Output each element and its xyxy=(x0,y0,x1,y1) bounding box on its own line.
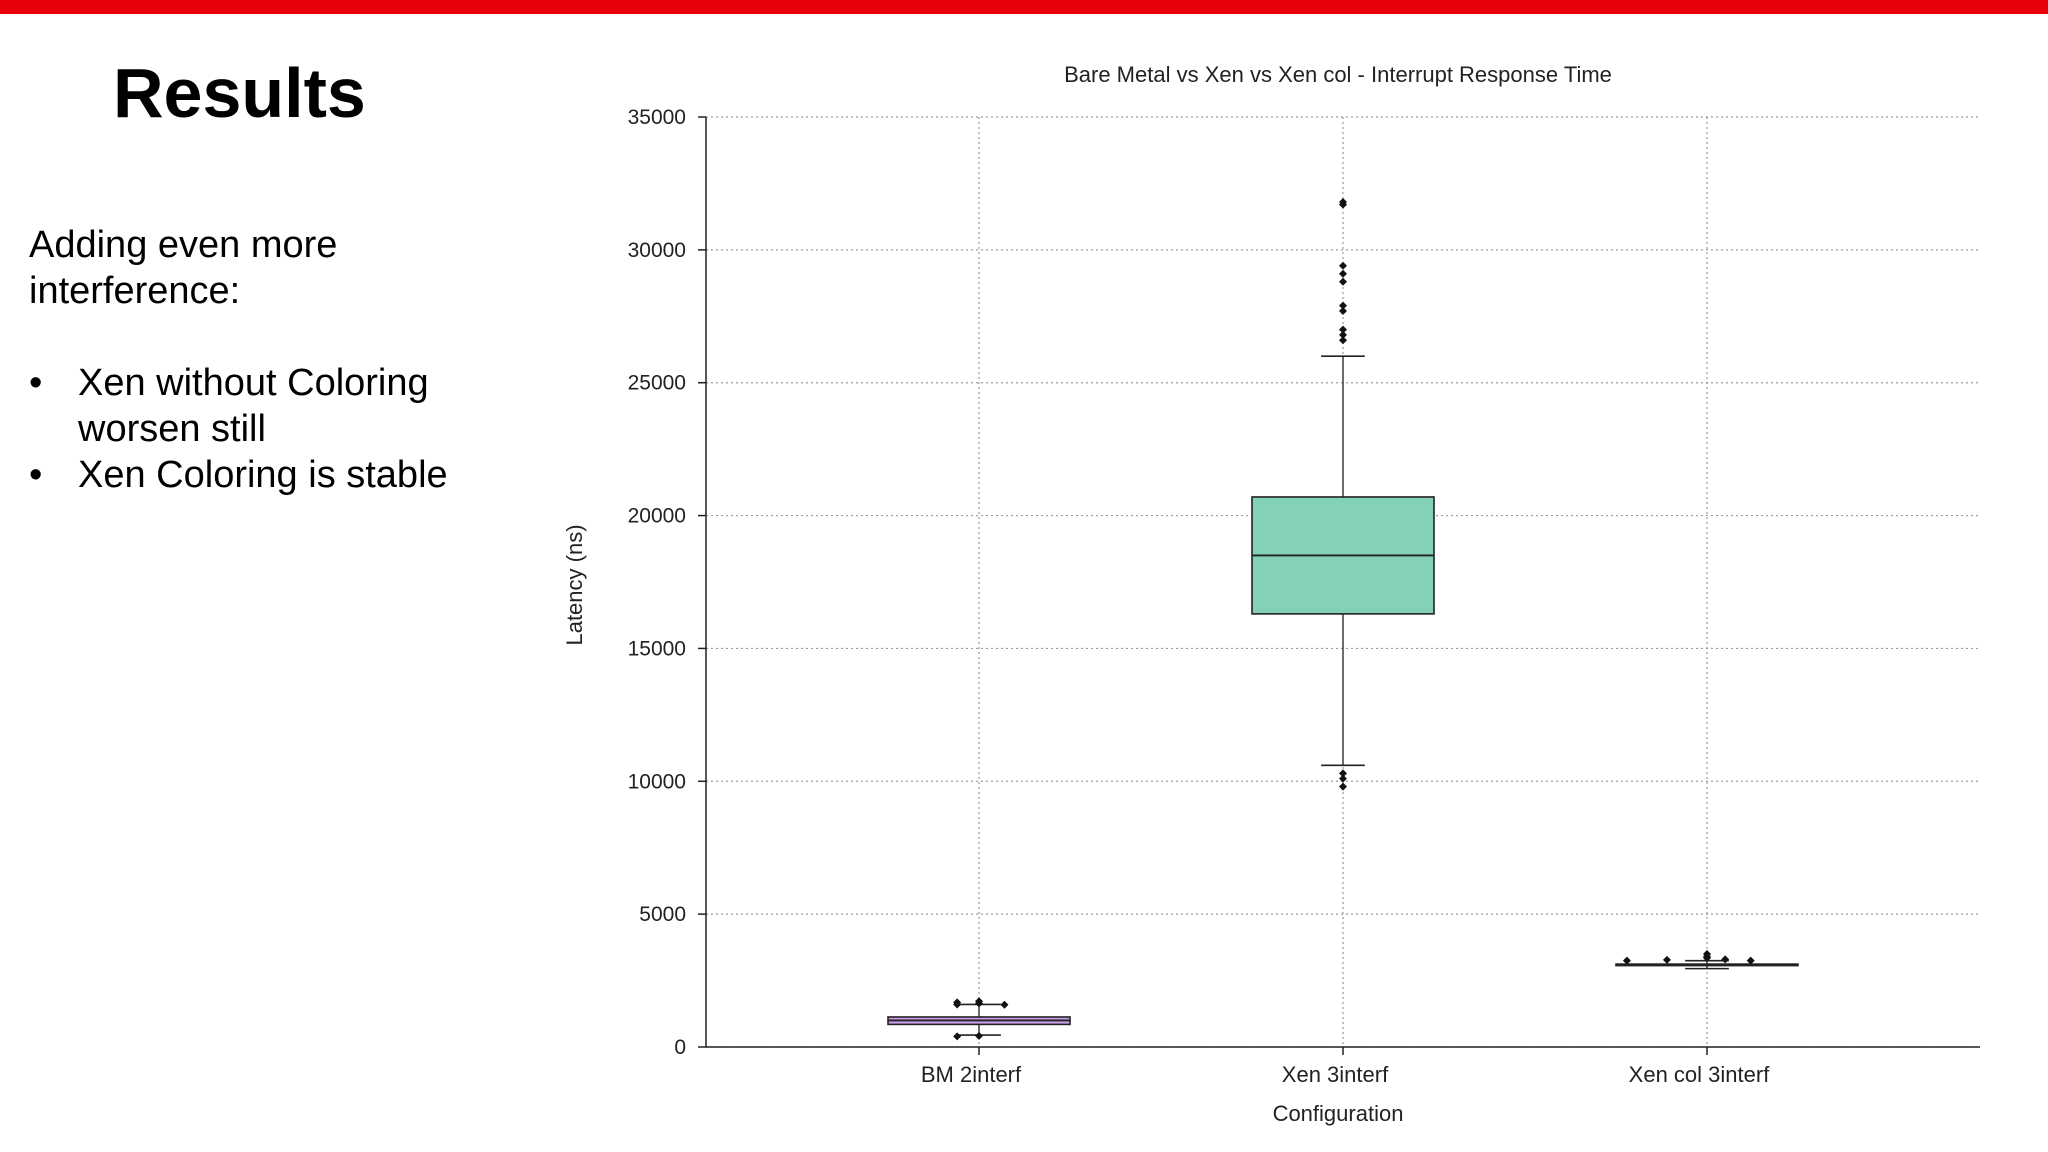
outlier-point xyxy=(1339,301,1347,310)
x-tick-label: Xen 3interf xyxy=(1282,1062,1389,1087)
bullet-dot-icon: • xyxy=(29,362,43,404)
y-tick-label: 0 xyxy=(674,1036,686,1059)
outlier-point xyxy=(1339,330,1347,339)
slide-body: Adding even more interference: • Xen wit… xyxy=(29,222,549,498)
intro-text: Adding even more interference: xyxy=(29,224,338,312)
outlier-point xyxy=(1339,269,1347,278)
top-accent-bar xyxy=(0,0,2048,14)
outlier-point xyxy=(1721,955,1730,964)
y-tick-label: 35000 xyxy=(628,106,686,129)
outlier-point xyxy=(1339,782,1347,791)
y-tick-label: 10000 xyxy=(628,770,686,793)
y-tick-label: 15000 xyxy=(628,637,686,660)
outlier-point xyxy=(975,1031,983,1040)
y-tick-label: 20000 xyxy=(628,505,686,528)
outlier-point xyxy=(1339,325,1347,334)
outlier-point xyxy=(1622,956,1631,965)
bullet-dot-icon: • xyxy=(29,454,43,496)
outlier-point xyxy=(975,999,983,1008)
outlier-point xyxy=(1703,953,1711,962)
y-tick-label: 30000 xyxy=(628,239,686,262)
bullet-text: Xen without Coloring worsen still xyxy=(78,362,429,450)
y-axis-label: Latency (ns) xyxy=(562,524,587,645)
y-tick-label: 5000 xyxy=(639,903,686,926)
bullet-text: Xen Coloring is stable xyxy=(78,454,448,496)
slide-title: Results xyxy=(113,54,366,132)
x-axis-label: Configuration xyxy=(1273,1101,1404,1126)
outlier-point xyxy=(1746,956,1755,965)
outlier-point xyxy=(1339,336,1347,345)
outlier-point xyxy=(1662,955,1671,964)
outlier-point xyxy=(953,1032,962,1041)
outlier-point xyxy=(1339,261,1347,270)
axes: 0 5000 10000 15000 20000 25000 30000 35000 BM 2i… xyxy=(628,106,1980,1087)
box-plot-chart: Bare Metal vs Xen vs Xen col - Interrupt… xyxy=(562,62,1980,1126)
bullet-item: • Xen Coloring is stable xyxy=(29,452,549,498)
x-tick-label: BM 2interf xyxy=(921,1062,1022,1087)
boxes xyxy=(887,198,1799,1041)
outlier-point xyxy=(1339,769,1347,778)
outlier-point xyxy=(1339,200,1347,209)
outlier-point xyxy=(1339,277,1347,286)
bullet-item: • Xen without Coloring worsen still xyxy=(29,360,549,452)
chart-title: Bare Metal vs Xen vs Xen col - Interrupt… xyxy=(1064,62,1612,87)
outlier-point xyxy=(1339,774,1347,783)
outlier-point xyxy=(1000,1000,1009,1009)
outlier-point xyxy=(1339,306,1347,315)
bullet-list: • Xen without Coloring worsen still • Xe… xyxy=(29,360,549,498)
outlier-point xyxy=(953,1000,962,1009)
x-tick-label: Xen col 3interf xyxy=(1629,1062,1771,1087)
y-tick-label: 25000 xyxy=(628,372,686,395)
